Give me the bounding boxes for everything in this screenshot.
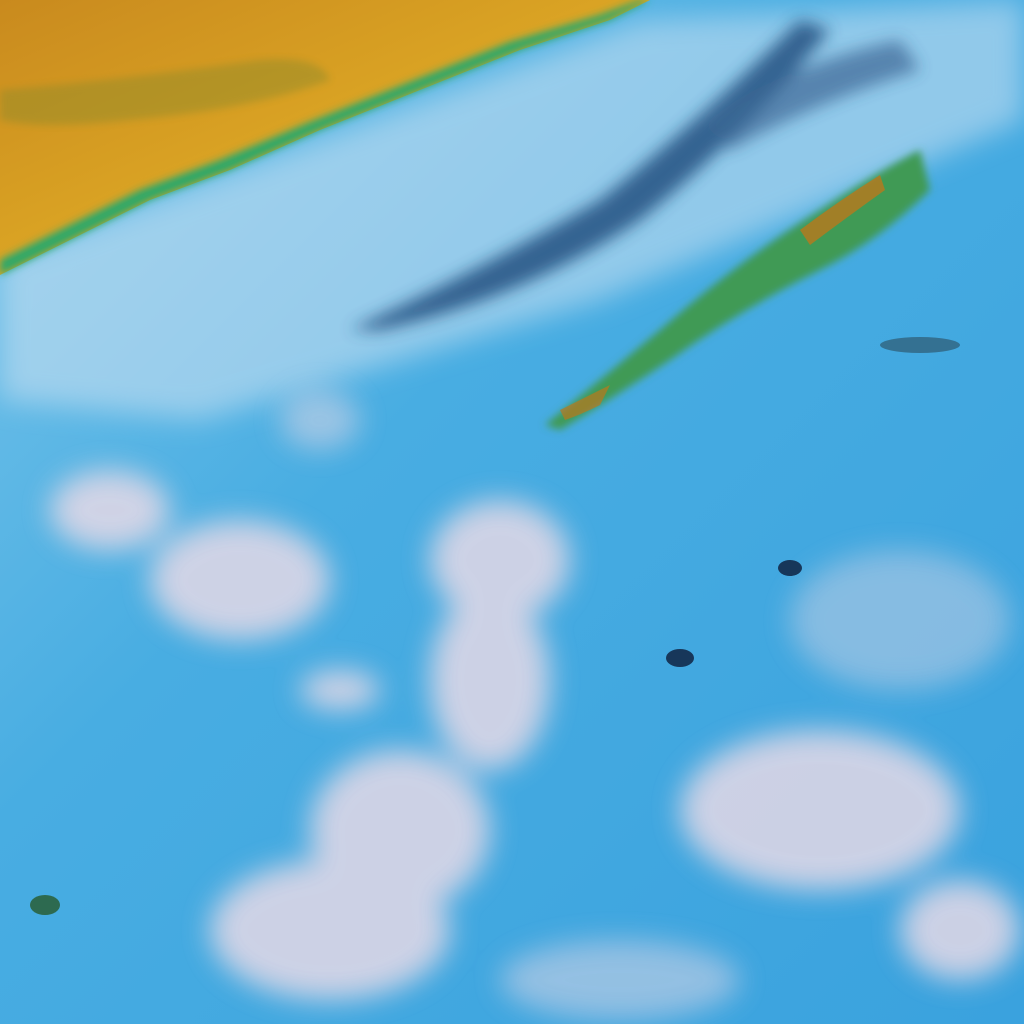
island-chain [545,150,930,430]
land-mass [0,0,650,275]
small-islets [30,337,960,915]
dark-cloud-streak [350,20,920,330]
clouds [50,390,1020,1020]
